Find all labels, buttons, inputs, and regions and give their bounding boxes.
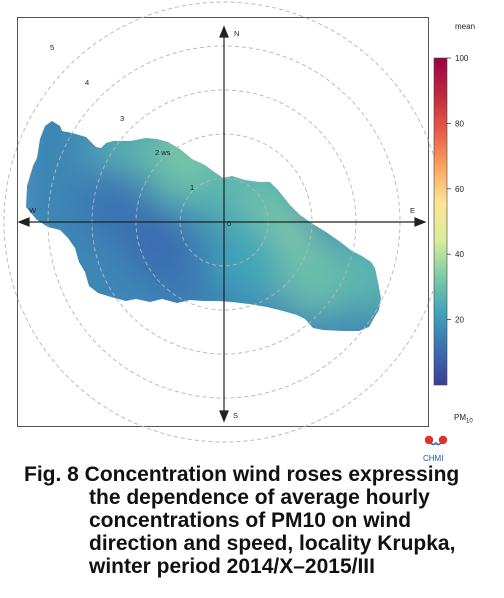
colorbar — [433, 57, 448, 386]
figure-caption: Fig. 8 Concentration wind roses expressi… — [24, 463, 494, 578]
colorbar-tick-label: 100 — [455, 54, 469, 63]
logo-red-circle-right — [438, 435, 448, 445]
center-zero-label: 0 — [227, 219, 231, 228]
logo-red-circle-left — [424, 435, 434, 445]
caption-line-2: the dependence of average hourly — [89, 486, 430, 509]
ring-label-4: 4 — [85, 78, 89, 87]
ring-label-1: 1 — [190, 183, 194, 192]
compass-n-label: N — [234, 29, 239, 38]
logo-label: CHMI — [423, 454, 444, 463]
colorbar-tick-label: 20 — [455, 316, 464, 325]
arrow-east-icon — [414, 217, 427, 227]
colorbar-unit: PM10 — [454, 413, 473, 425]
compass-s-label: S — [233, 411, 238, 420]
ring-label-5: 5 — [50, 43, 54, 52]
arrow-south-icon — [219, 410, 229, 423]
field-point — [330, 236, 381, 313]
colorbar-tick-label: 80 — [455, 119, 464, 128]
arrow-west-icon — [17, 217, 30, 227]
caption-line-5: winter period 2014/X–2015/III — [89, 555, 375, 578]
colorbar-tick-label: 60 — [455, 185, 464, 194]
logo-blue-wave-icon — [430, 441, 442, 446]
colorbar-unit-sub: 10 — [466, 419, 473, 425]
colorbar-tick-label: 40 — [455, 250, 464, 259]
arrow-north-icon — [219, 25, 229, 38]
caption-line-3: concentrations of PM10 on wind — [89, 509, 412, 532]
compass-w-label: W — [29, 206, 37, 215]
speed-unit-label: 2 ws — [155, 148, 171, 157]
compass-axes — [17, 25, 427, 423]
ring-label-3: 3 — [120, 114, 124, 123]
chmi-logo — [424, 435, 448, 446]
caption-line-1: Fig. 8 Concentration wind roses expressi… — [24, 463, 460, 486]
colorbar-title: mean — [455, 22, 475, 31]
colorbar-ticks: 20 40 60 80 100 — [447, 54, 469, 325]
compass-e-label: E — [410, 206, 415, 215]
caption-line-4: direction and speed, locality Krupka, — [89, 532, 456, 555]
colorbar-unit-main: PM — [454, 413, 466, 422]
